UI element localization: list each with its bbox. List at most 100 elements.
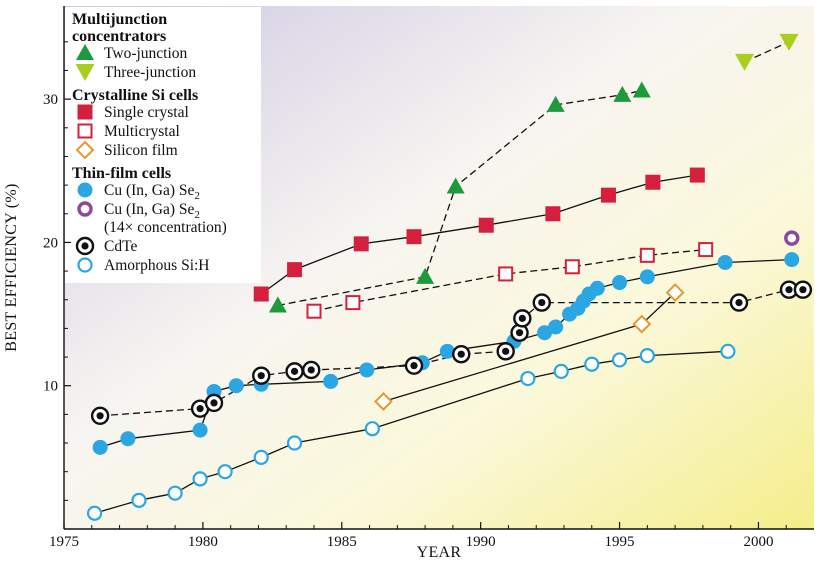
point-cigs-17 bbox=[589, 280, 605, 296]
legend-label-asi: Amorphous Si:H bbox=[104, 257, 210, 274]
point-cdte-9 bbox=[510, 323, 529, 342]
legend-label-multi: Multicrystal bbox=[104, 123, 180, 140]
point-cigs-7 bbox=[359, 362, 375, 378]
point-cigs-2 bbox=[192, 422, 208, 438]
point-cigs-21 bbox=[784, 252, 800, 268]
legend-heading-2-0: Thin-film cells bbox=[72, 165, 171, 182]
point-cdte-4 bbox=[285, 362, 304, 381]
point-two-4 bbox=[613, 85, 632, 102]
point-asi-11 bbox=[611, 352, 628, 368]
legend-marker-two bbox=[76, 44, 94, 60]
point-cdte-1 bbox=[190, 399, 210, 418]
point-cdte-13 bbox=[779, 280, 799, 299]
point-asi-5 bbox=[253, 449, 269, 465]
point-asi-4 bbox=[217, 464, 233, 480]
point-cdte-10 bbox=[513, 309, 532, 328]
series-asi bbox=[86, 343, 736, 521]
point-multi-4 bbox=[639, 247, 655, 263]
legend-label-cigs_conc: Cu (In, Ga) Se2 bbox=[104, 201, 200, 221]
point-asi-13 bbox=[720, 343, 736, 359]
legend-box bbox=[65, 7, 261, 283]
point-single-2 bbox=[353, 236, 369, 252]
point-multi-2 bbox=[498, 266, 514, 282]
legend-marker-cigs_conc bbox=[77, 201, 93, 217]
point-asi-0 bbox=[86, 505, 103, 521]
series-cigs bbox=[92, 252, 800, 455]
point-cigs-19 bbox=[639, 269, 655, 285]
point-asi-6 bbox=[286, 435, 303, 451]
axes: 1975 1980 1985 1990 1995 2000 10 20 30 YEAR BEST E… bbox=[3, 6, 814, 561]
point-film-2 bbox=[665, 283, 685, 302]
legend-marker-asi bbox=[77, 257, 93, 273]
legend-label-three: Three-junction bbox=[104, 64, 196, 81]
series-line-cigs bbox=[99, 258, 792, 448]
x-tick-label-2000: 2000 bbox=[743, 534, 773, 550]
point-multi-3 bbox=[564, 259, 580, 275]
point-asi-10 bbox=[584, 356, 600, 372]
point-two-5 bbox=[632, 81, 651, 98]
point-three-1 bbox=[779, 33, 799, 51]
point-cigs-9 bbox=[439, 343, 455, 359]
series-film bbox=[374, 283, 685, 411]
legend-marker-cigs bbox=[77, 182, 93, 198]
point-single-6 bbox=[600, 187, 616, 203]
point-film-1 bbox=[632, 314, 652, 334]
y-tick-label-10: 10 bbox=[43, 379, 58, 395]
legend-marker-single bbox=[77, 104, 93, 120]
series-cdte bbox=[90, 280, 813, 426]
point-single-8 bbox=[689, 167, 705, 183]
point-cdte-5 bbox=[302, 360, 321, 380]
series-layer bbox=[86, 33, 813, 521]
point-single-1 bbox=[287, 262, 303, 278]
point-cdte-12 bbox=[729, 293, 749, 312]
point-single-7 bbox=[645, 174, 661, 190]
point-three-0 bbox=[735, 53, 755, 71]
point-multi-5 bbox=[698, 242, 714, 258]
point-cigs-18 bbox=[612, 275, 628, 291]
point-asi-8 bbox=[520, 370, 536, 387]
point-cigs-4 bbox=[228, 378, 244, 394]
point-asi-2 bbox=[167, 485, 183, 501]
point-cigs-11 bbox=[537, 325, 553, 341]
x-axis-label: YEAR bbox=[417, 544, 462, 561]
point-cdte-7 bbox=[452, 344, 471, 364]
y-tick-label-20: 20 bbox=[43, 235, 58, 251]
legend-marker-film bbox=[75, 140, 95, 160]
point-two-0 bbox=[268, 296, 287, 313]
point-cigs-0 bbox=[92, 439, 108, 455]
legend-label-film: Silicon film bbox=[104, 142, 178, 159]
point-cdte-11 bbox=[532, 293, 551, 312]
legend-label-two: Two-junction bbox=[104, 45, 188, 62]
legend-label-cigs_conc-extra: (14× concentration) bbox=[104, 219, 227, 236]
legend-heading-1-0: Crystalline Si cells bbox=[72, 87, 198, 104]
series-multi bbox=[306, 242, 714, 319]
point-asi-1 bbox=[131, 492, 147, 508]
point-multi-1 bbox=[345, 295, 361, 311]
point-two-2 bbox=[446, 177, 465, 194]
point-cigs-20 bbox=[717, 254, 733, 270]
y-tick-label-30: 30 bbox=[43, 92, 58, 108]
point-single-4 bbox=[478, 217, 494, 233]
point-two-1 bbox=[416, 267, 435, 284]
y-axis-label: BEST EFFICIENCY (%) bbox=[3, 183, 20, 351]
point-cdte-8 bbox=[496, 342, 515, 361]
x-tick-label-1985: 1985 bbox=[327, 534, 357, 550]
point-cdte-2 bbox=[204, 393, 224, 413]
point-cigs-12 bbox=[548, 319, 564, 335]
series-three bbox=[735, 33, 799, 71]
point-cigs-6 bbox=[323, 373, 339, 389]
point-cdte-3 bbox=[252, 366, 271, 385]
legend-label-cigs: Cu (In, Ga) Se2 bbox=[104, 182, 200, 202]
legend-label-single: Single crystal bbox=[104, 104, 189, 121]
x-tick-label-1975: 1975 bbox=[49, 534, 79, 550]
series-two bbox=[268, 81, 651, 313]
point-asi-7 bbox=[364, 421, 380, 437]
series-line-cdte bbox=[100, 289, 803, 417]
point-multi-0 bbox=[306, 303, 322, 319]
point-single-3 bbox=[406, 229, 422, 245]
legend-heading-0-0: Multijunction bbox=[72, 11, 167, 28]
point-cigs-1 bbox=[120, 431, 136, 447]
legend-label-cdte: CdTe bbox=[104, 238, 137, 255]
